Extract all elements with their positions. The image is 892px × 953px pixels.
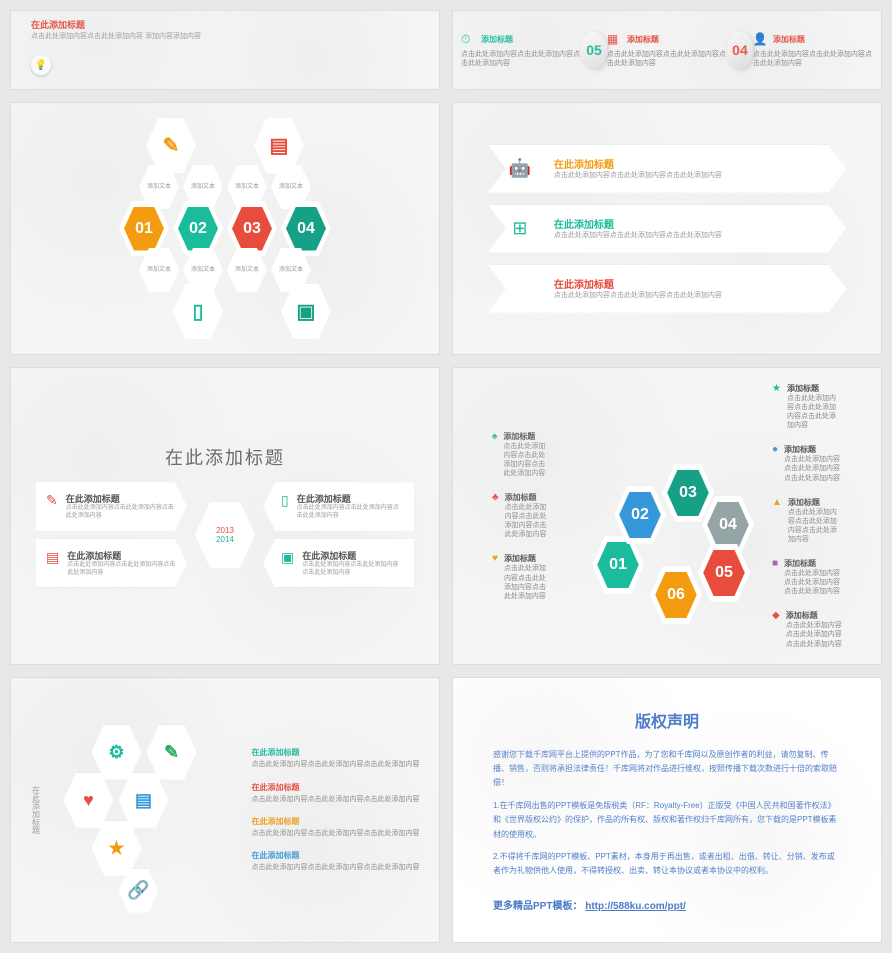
- ring-hex-05: 05: [698, 544, 750, 602]
- chart-icon: ▯: [281, 492, 289, 509]
- quad-layout: ✎ 在此添加标题 点击此处添加内容点击此处添加内容点击此处添加内容 2013 2…: [36, 482, 414, 587]
- clock-icon: ⏱: [461, 32, 477, 48]
- cluster-hex: ✎: [147, 725, 197, 780]
- chart-icon: ▯: [178, 290, 218, 334]
- copyright-p3: 2.不得将千库网的PPT模板、PPT素材，本身用于再出售，或者出租、出借、转让、…: [493, 850, 841, 879]
- s2-item-1: ⏱添加标题 点击此处添加内容点击此处添加内容点击此处添加内容: [461, 32, 581, 68]
- android-icon: 🤖: [498, 145, 542, 193]
- bag-icon: ▣: [286, 290, 326, 334]
- heart-icon: ♥: [492, 553, 498, 563]
- bullet-icon: ▲: [772, 497, 782, 507]
- legend: 在此添加标题点击此处添加内容点击此处添加内容点击此处添加内容在此添加标题点击此处…: [252, 747, 420, 871]
- edit-icon: ✎: [151, 124, 191, 168]
- copyright-p1: 感谢您下载千库网平台上提供的PPT作品，为了您和千库网以及原创作者的利益，请勿复…: [493, 748, 841, 791]
- legend-item: 在此添加标题点击此处添加内容点击此处添加内容点击此处添加内容: [252, 850, 420, 872]
- slide-2: ⏱添加标题 点击此处添加内容点击此处添加内容点击此处添加内容 05 ▦添加标题 …: [452, 10, 882, 90]
- hex-bot-1: ▯: [173, 284, 223, 339]
- arrow-bar-2: ⊞ 在此添加标题 点击此处添加内容点击此处添加内容点击此处添加内容: [488, 205, 846, 253]
- legend-item: 在此添加标题点击此处添加内容点击此处添加内容点击此处添加内容: [252, 816, 420, 838]
- doc-icon: ▤: [46, 549, 59, 566]
- apple-icon: [498, 265, 542, 313]
- slide-1: 在此添加标题 点击此处添加内容点击此处添加内容 添加内容添加内容 💡: [10, 10, 440, 90]
- side-item: ★添加标题点击此处添加内容点击此处添加内容点击此处添加内容: [772, 383, 842, 430]
- slide7-left-label: 在此添加标题: [31, 786, 42, 834]
- spade-icon: ♠: [492, 431, 497, 441]
- slide-7: 在此添加标题 ⚙ ✎ ♥ ▤★🔗 在此添加标题点击此处添加内容点击此处添加内容点击此处…: [10, 677, 440, 943]
- slide-3: ✎ ▤ 添加文本 添加文本 添加文本 添加文本 01 02 03 04 添加文本…: [10, 102, 440, 355]
- cluster-icon: ⚙: [97, 730, 137, 774]
- panel-bl: ▤ 在此添加标题 点击此处添加内容点击此处添加内容点击此处添加内容: [36, 539, 187, 588]
- more-templates: 更多精品PPT模板： http://588ku.com/ppt/: [493, 897, 686, 912]
- panel-tl: ✎ 在此添加标题 点击此处添加内容点击此处添加内容点击此处添加内容: [36, 482, 187, 531]
- bullet-icon: ■: [772, 558, 778, 568]
- cluster-icon: 🔗: [123, 873, 155, 908]
- cluster-icon: ♥: [69, 778, 109, 822]
- cluster-icon: ✎: [152, 730, 192, 774]
- panel-br: ▣ 在此添加标题 点击此处添加内容点击此处添加内容点击此处添加内容: [263, 539, 414, 588]
- circle-04: 04: [727, 32, 753, 68]
- bag-icon: ▣: [281, 549, 294, 566]
- legend-item: 在此添加标题点击此处添加内容点击此处添加内容点击此处添加内容: [252, 747, 420, 769]
- bullet-icon: ★: [772, 383, 781, 393]
- slide1-heading: 在此添加标题: [31, 19, 85, 32]
- side-item: ■添加标题点击此处添加内容点击此处添加内容点击此处添加内容: [772, 558, 842, 596]
- hex-cluster: ⚙✎♥▤★🔗: [62, 725, 232, 895]
- ring-hex-06: 06: [650, 566, 702, 624]
- slide-5: 在此添加标题 ✎ 在此添加标题 点击此处添加内容点击此处添加内容点击此处添加内容…: [10, 367, 440, 665]
- doc-icon: ▤: [259, 124, 299, 168]
- slide-4: 🤖 在此添加标题 点击此处添加内容点击此处添加内容点击此处添加内容 ⊞ 在此添加…: [452, 102, 882, 355]
- bullet-icon: ●: [772, 444, 778, 454]
- slide5-title: 在此添加标题: [165, 444, 285, 470]
- ring-hex-01: 01: [592, 536, 644, 594]
- more-link[interactable]: http://588ku.com/ppt/: [585, 901, 686, 912]
- arrow-bar-3: 在此添加标题 点击此处添加内容点击此处添加内容点击此处添加内容: [488, 265, 846, 313]
- circle-05: 05: [581, 32, 607, 68]
- cluster-hex: ♥: [64, 773, 114, 828]
- center-hex: 2013 2014: [195, 502, 255, 568]
- slide-6: ♠添加标题点击此处添加内容点击此处添加内容点击此处添加内容 ♣添加标题点击此处添…: [452, 367, 882, 665]
- cluster-icon: ▤: [124, 778, 164, 822]
- arrow-bar-1: 🤖 在此添加标题 点击此处添加内容点击此处添加内容点击此处添加内容: [488, 145, 846, 193]
- side-item: ▲添加标题点击此处添加内容点击此处添加内容点击此处添加内容: [772, 497, 842, 544]
- slide1-body: 点击此处添加内容点击此处添加内容 添加内容添加内容: [31, 32, 201, 42]
- hex-ring: 010203040506: [572, 426, 752, 606]
- bulb-icon: 💡: [31, 55, 51, 75]
- copyright-p2: 1.在千库网出售的PPT模板是免版税类（RF：Royalty-Free）正版受《…: [493, 799, 841, 842]
- cluster-hex: ★: [92, 821, 142, 876]
- honeycomb: ✎ ▤ 添加文本 添加文本 添加文本 添加文本 01 02 03 04 添加文本…: [119, 118, 331, 339]
- legend-item: 在此添加标题点击此处添加内容点击此处添加内容点击此处添加内容: [252, 782, 420, 804]
- hex-bot-2: ▣: [281, 284, 331, 339]
- panel-tr: ▯ 在此添加标题 点击此处添加内容点击此处添加内容点击此处添加内容: [263, 482, 414, 531]
- windows-icon: ⊞: [498, 205, 542, 253]
- person-icon: 👤: [753, 32, 769, 48]
- s2-item-3: 👤添加标题 点击此处添加内容点击此处添加内容点击此处添加内容: [753, 32, 873, 68]
- side-item: ◆添加标题点击此处添加内容点击此处添加内容点击此处添加内容: [772, 610, 842, 648]
- ring-hex-02: 02: [614, 486, 666, 544]
- s2-item-2: ▦添加标题 点击此处添加内容点击此处添加内容点击此处添加内容: [607, 32, 727, 68]
- club-icon: ♣: [492, 492, 499, 502]
- left-side-list: ♠添加标题点击此处添加内容点击此处添加内容点击此处添加内容 ♣添加标题点击此处添…: [492, 431, 552, 601]
- edit-icon: ✎: [46, 492, 58, 509]
- ring-hex-03: 03: [662, 464, 714, 522]
- side-item: ●添加标题点击此处添加内容点击此处添加内容点击此处添加内容: [772, 444, 842, 482]
- bullet-icon: ◆: [772, 610, 780, 620]
- cluster-hex: ⚙: [92, 725, 142, 780]
- cluster-icon: ★: [97, 826, 137, 870]
- slide-grid: 在此添加标题 点击此处添加内容点击此处添加内容 添加内容添加内容 💡 ⏱添加标题…: [10, 10, 882, 943]
- right-side-list: ★添加标题点击此处添加内容点击此处添加内容点击此处添加内容 ●添加标题点击此处添加…: [772, 383, 842, 649]
- cluster-hex: ▤: [119, 773, 169, 828]
- slide-8-copyright: 版权声明 感谢您下载千库网平台上提供的PPT作品，为了您和千库网以及原创作者的利…: [452, 677, 882, 943]
- grid-icon: ▦: [607, 32, 623, 48]
- copyright-title: 版权声明: [635, 708, 699, 732]
